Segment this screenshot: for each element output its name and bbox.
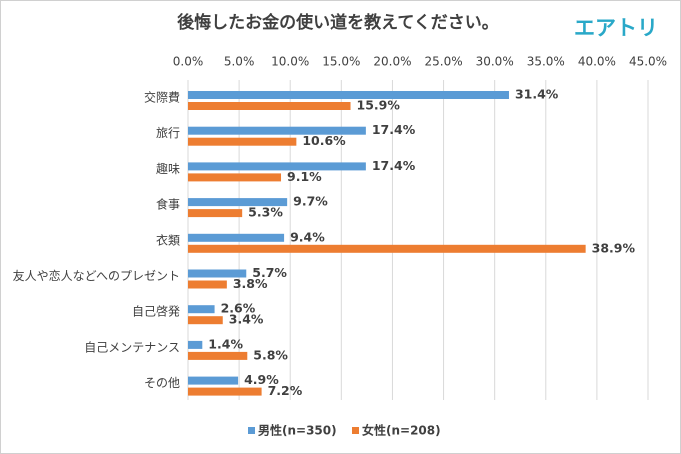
- bar: [188, 376, 239, 385]
- y-tick-label: その他: [144, 376, 180, 390]
- value-label: 7.2%: [268, 383, 303, 398]
- bar: [188, 387, 262, 396]
- x-tick-label: 30.0%: [476, 55, 514, 69]
- value-label: 4.9%: [244, 372, 279, 387]
- legend-swatch: [248, 427, 255, 434]
- bar: [188, 102, 351, 110]
- value-label: 17.4%: [372, 158, 416, 173]
- value-label: 17.4%: [372, 122, 416, 137]
- bar: [188, 305, 215, 314]
- y-tick-label: 交際費: [144, 90, 180, 105]
- value-label: 15.9%: [357, 98, 401, 113]
- value-label: 2.6%: [221, 301, 256, 316]
- bar: [188, 198, 288, 207]
- bar: [188, 280, 227, 289]
- y-tick-label: 旅行: [156, 126, 180, 140]
- bar: [188, 233, 285, 242]
- x-tick-label: 45.0%: [629, 55, 667, 69]
- value-label: 1.4%: [208, 336, 243, 351]
- y-tick-label: 友人や恋人などへのプレゼント: [13, 268, 180, 283]
- brand-logo: エアトリ: [574, 16, 658, 40]
- value-label: 9.1%: [287, 169, 322, 184]
- value-label: 31.4%: [515, 87, 559, 102]
- value-label: 9.4%: [290, 229, 325, 244]
- bar: [188, 91, 509, 99]
- x-tick-label: 5.0%: [224, 55, 255, 69]
- bar: [188, 316, 223, 325]
- value-label: 9.7%: [293, 194, 328, 209]
- value-label: 3.4%: [229, 312, 264, 327]
- y-tick-label: 衣類: [156, 232, 180, 247]
- x-tick-label: 0.0%: [173, 55, 204, 69]
- bar: [188, 126, 366, 135]
- bar: [188, 340, 203, 349]
- value-label: 3.8%: [233, 276, 268, 291]
- bar: [188, 244, 586, 253]
- value-label: 5.7%: [252, 265, 287, 280]
- bar: [188, 162, 366, 171]
- legend-label: 女性(n=208): [362, 423, 441, 438]
- value-label: 10.6%: [302, 133, 346, 148]
- y-tick-label: 食事: [156, 197, 180, 212]
- value-label: 38.9%: [592, 240, 636, 255]
- y-tick-label: 趣味: [156, 161, 180, 176]
- x-tick-label: 40.0%: [578, 55, 616, 69]
- chart-title: 後悔したお金の使い道を教えてください。: [177, 12, 499, 33]
- y-tick-label: 自己メンテナンス: [84, 340, 180, 354]
- value-label: 5.8%: [253, 347, 288, 362]
- bar: [188, 137, 297, 146]
- y-tick-label: 自己啓発: [132, 304, 180, 319]
- x-tick-label: 15.0%: [322, 55, 360, 69]
- bar: [188, 269, 247, 278]
- legend-label: 男性(n=350): [258, 423, 337, 438]
- legend-swatch: [352, 427, 359, 434]
- x-tick-label: 35.0%: [527, 55, 565, 69]
- x-tick-label: 20.0%: [373, 55, 411, 69]
- value-label: 5.3%: [248, 205, 283, 220]
- bar: [188, 173, 282, 182]
- x-tick-label: 25.0%: [424, 55, 462, 69]
- bar: [188, 351, 248, 360]
- x-tick-label: 10.0%: [271, 55, 309, 69]
- bar: [188, 209, 243, 218]
